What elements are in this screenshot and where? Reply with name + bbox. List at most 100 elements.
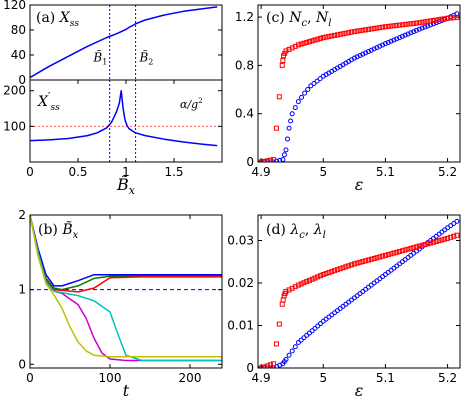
y-tick-label: 0.03 [227,234,254,248]
data-point-Nc [382,41,388,47]
data-point-λl [371,255,377,261]
data-point-Nl [374,25,380,31]
data-point-λl [405,246,411,252]
data-point-Nc [419,25,425,31]
data-point-λc [292,344,298,350]
x-tick-label: 0 [26,165,34,179]
data-point-λl [337,266,343,272]
data-point-Nc [411,29,417,35]
data-point-Nc [283,147,289,153]
x-axis-label: ε [355,381,364,400]
x-axis-label: t [123,381,130,400]
x-axis-label: B̃x [116,175,136,197]
plot-area-a-top [30,5,218,80]
data-point-Nc [286,125,292,131]
y-tick-label: 0.4 [235,107,254,121]
data-point-Nc [368,47,374,53]
data-point-Nl [320,35,326,41]
data-point-λl [306,277,312,283]
x-tick-label: 200 [179,371,202,385]
data-point-Nl [413,20,419,26]
data-point-Nl [433,17,439,23]
data-point-Nl [388,23,394,29]
data-point-λl [433,238,439,244]
data-point-Nl [349,29,355,35]
data-point-Nl [430,17,436,23]
x-tick-label: 5 [319,165,327,179]
data-point-Nl [408,21,414,27]
data-point-Nl [301,40,307,46]
data-point-Nl [402,21,408,27]
x-tick-label: 0.5 [68,165,87,179]
y-tick-label: 120 [3,0,26,12]
data-point-Nc [430,21,436,27]
data-point-Nl [419,19,425,25]
data-point-Nc [357,53,363,59]
data-point-λl [332,268,338,274]
data-point-Nc [380,42,386,48]
data-point-λl [295,282,301,288]
x-tick-label: 5.1 [376,165,395,179]
data-point-λl [351,261,357,267]
data-point-Nl [346,30,352,36]
data-point-λl [309,276,315,282]
data-point-λl [326,270,332,276]
data-point-λl [408,245,414,251]
data-point-Nc [281,152,287,158]
plot-area-b [30,215,222,362]
data-point-Nl [323,34,329,40]
data-point-λl [399,248,405,254]
series-line-6 [30,215,222,358]
panel-d-label: (d) λc, λl [266,222,326,241]
x-tick-label: 0 [26,371,34,385]
data-point-λl [422,242,428,248]
annotation-label: B̃1 [92,49,107,66]
annotation-label: B̃2 [138,49,153,66]
data-point-λl [354,260,360,266]
data-point-Nl [264,158,270,162]
data-point-Nc [261,159,267,162]
data-point-Nl [445,15,451,21]
data-point-λl [261,364,267,368]
data-point-Nl [380,24,386,30]
axes-frame-c [257,4,461,163]
data-point-Nl [391,23,397,29]
data-point-Nl [382,24,388,30]
data-point-Nc [267,159,273,162]
data-point-Nl [416,20,422,26]
data-point-λl [276,321,282,327]
data-point-Nc [295,99,301,105]
data-point-Nc [351,55,357,61]
data-point-λl [416,243,422,249]
data-point-λl [388,251,394,257]
data-point-Nc [288,118,294,124]
data-point-λl [436,238,442,244]
data-point-Nc [354,54,360,60]
data-point-Nc [385,39,391,45]
data-point-λc [454,218,460,224]
data-point-Nc [388,38,394,44]
data-point-λl [329,269,335,275]
data-point-Nl [436,17,442,23]
data-point-Nc [317,76,323,82]
data-point-Nl [329,33,335,39]
y-tick-label: 0 [246,361,254,375]
data-point-Nl [267,157,273,162]
data-point-Nc [308,83,314,89]
data-point-λl [301,280,307,286]
data-point-λl [298,281,304,287]
data-point-λl [397,249,403,255]
data-point-λl [349,262,355,268]
data-point-λl [273,341,279,347]
data-point-Nl [442,16,448,22]
data-point-Nl [357,28,363,34]
axes-frame-b [29,214,223,369]
series-line-1 [30,89,218,147]
data-point-λl [365,257,371,263]
data-point-Nc [311,81,317,86]
data-point-Nc [408,30,414,36]
data-point-Nc [363,50,369,56]
panel-c-label: (c) Nc, Nl [266,10,331,29]
data-point-Nc [305,87,311,93]
data-point-Nl [334,32,340,38]
